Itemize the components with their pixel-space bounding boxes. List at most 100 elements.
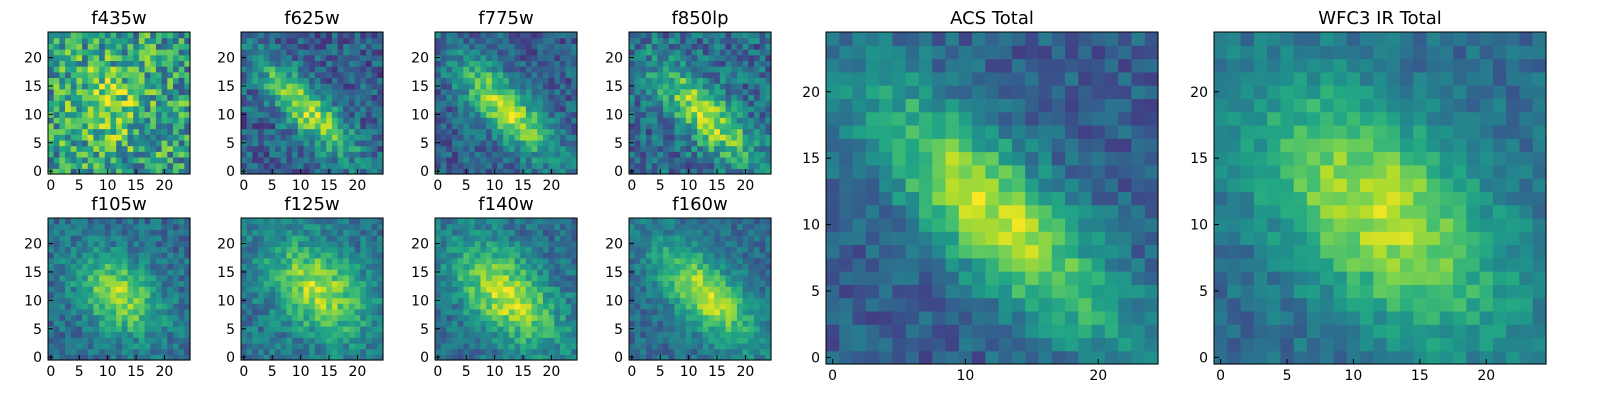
heatmap-cell <box>172 354 180 361</box>
heatmap-cell <box>765 49 772 56</box>
heatmap-cell <box>314 156 322 164</box>
heatmap-cell <box>48 331 55 338</box>
heatmap-cell <box>76 32 83 39</box>
heatmap-cell <box>178 257 185 265</box>
x-tick-label: 10 <box>680 178 698 194</box>
heatmap-cell <box>474 37 482 44</box>
heatmap-cell <box>70 354 77 361</box>
heatmap-cell <box>82 111 89 118</box>
heatmap-cell <box>172 348 180 355</box>
heatmap-cell <box>663 269 670 276</box>
heatmap-cell <box>326 342 333 350</box>
heatmap-cell <box>184 337 191 344</box>
heatmap-cell <box>702 354 710 361</box>
heatmap-cell <box>651 162 658 169</box>
heatmap-cell <box>263 286 270 293</box>
heatmap-cell <box>161 88 168 96</box>
heatmap-cell <box>731 134 738 141</box>
heatmap-cell <box>104 286 112 293</box>
heatmap-cell <box>76 145 83 152</box>
heatmap-cell <box>731 71 738 79</box>
heatmap-cell <box>371 286 378 293</box>
heatmap-cell <box>697 88 704 96</box>
heatmap-cell <box>674 314 681 321</box>
heatmap-cell <box>714 134 721 141</box>
heatmap-cell <box>93 354 100 361</box>
heatmap-cell <box>491 83 499 90</box>
heatmap-cell <box>70 297 77 304</box>
heatmap-cell <box>258 269 265 276</box>
heatmap-cell <box>309 342 316 350</box>
heatmap-cell <box>474 325 482 333</box>
heatmap-cell <box>292 229 299 236</box>
heatmap-cell <box>765 342 772 350</box>
heatmap-cell <box>469 291 476 299</box>
heatmap-cell <box>753 331 761 338</box>
heatmap-cell <box>634 280 641 287</box>
heatmap-cell <box>326 162 333 169</box>
heatmap-cell <box>440 105 447 113</box>
heatmap-cell <box>246 218 253 225</box>
heatmap-cell <box>82 303 89 310</box>
heatmap-cell <box>503 145 510 152</box>
heatmap-cell <box>127 100 134 107</box>
y-tick-label: 15 <box>24 265 42 281</box>
heatmap-cell <box>53 229 60 236</box>
heatmap-cell <box>714 117 721 124</box>
heatmap-cell <box>640 145 647 152</box>
heatmap-cell <box>59 325 66 333</box>
heatmap-cell <box>99 105 106 113</box>
heatmap-cell <box>748 280 755 287</box>
plot-frame <box>47 31 191 175</box>
heatmap-cell <box>121 342 129 350</box>
heatmap-cell <box>759 77 766 84</box>
heatmap-cell <box>525 320 533 327</box>
heatmap-cell <box>365 122 373 130</box>
heatmap-cell <box>548 280 555 287</box>
heatmap-cell <box>167 151 174 158</box>
heatmap-cell <box>116 156 123 164</box>
heatmap-cell <box>440 83 447 90</box>
heatmap-cell <box>663 303 670 310</box>
heatmap-cell <box>144 274 151 282</box>
heatmap-cell <box>486 145 493 152</box>
heatmap-cell <box>155 303 163 310</box>
heatmap-cell <box>663 274 670 282</box>
heatmap-cell <box>377 145 384 152</box>
heatmap-cell <box>440 117 447 124</box>
heatmap-cell <box>326 257 333 265</box>
heatmap-cell <box>634 325 641 333</box>
heatmap-cell <box>178 122 185 130</box>
heatmap-cell <box>320 274 327 282</box>
heatmap-cell <box>172 32 180 39</box>
heatmap-cell <box>480 297 487 304</box>
heatmap-cell <box>663 348 670 355</box>
heatmap-cell <box>702 37 710 44</box>
heatmap-cell <box>486 240 493 247</box>
heatmap-cell <box>520 151 527 158</box>
heatmap-cell <box>138 354 146 361</box>
heatmap-cell <box>65 105 72 113</box>
heatmap-cell <box>93 66 100 73</box>
heatmap-cell <box>309 280 316 287</box>
heatmap-cell <box>116 37 123 44</box>
heatmap-cell <box>65 286 72 293</box>
heatmap-cell <box>343 297 350 304</box>
heatmap-cell <box>463 128 470 135</box>
heatmap-cell <box>172 235 180 242</box>
heatmap-cell <box>286 71 293 79</box>
heatmap-cell <box>354 94 361 101</box>
heatmap-cell <box>337 94 344 101</box>
heatmap-cell <box>480 156 487 164</box>
heatmap-cell <box>554 257 561 265</box>
heatmap-cell <box>731 331 738 338</box>
heatmap-cell <box>70 274 77 282</box>
heatmap-cell <box>127 151 134 158</box>
heatmap-cell <box>377 122 384 130</box>
heatmap-cell <box>685 297 693 304</box>
heatmap-cell <box>554 314 561 321</box>
heatmap-cell <box>657 71 664 79</box>
heatmap-cell <box>326 49 333 56</box>
heatmap-cell <box>742 331 749 338</box>
heatmap-cell <box>571 229 578 236</box>
